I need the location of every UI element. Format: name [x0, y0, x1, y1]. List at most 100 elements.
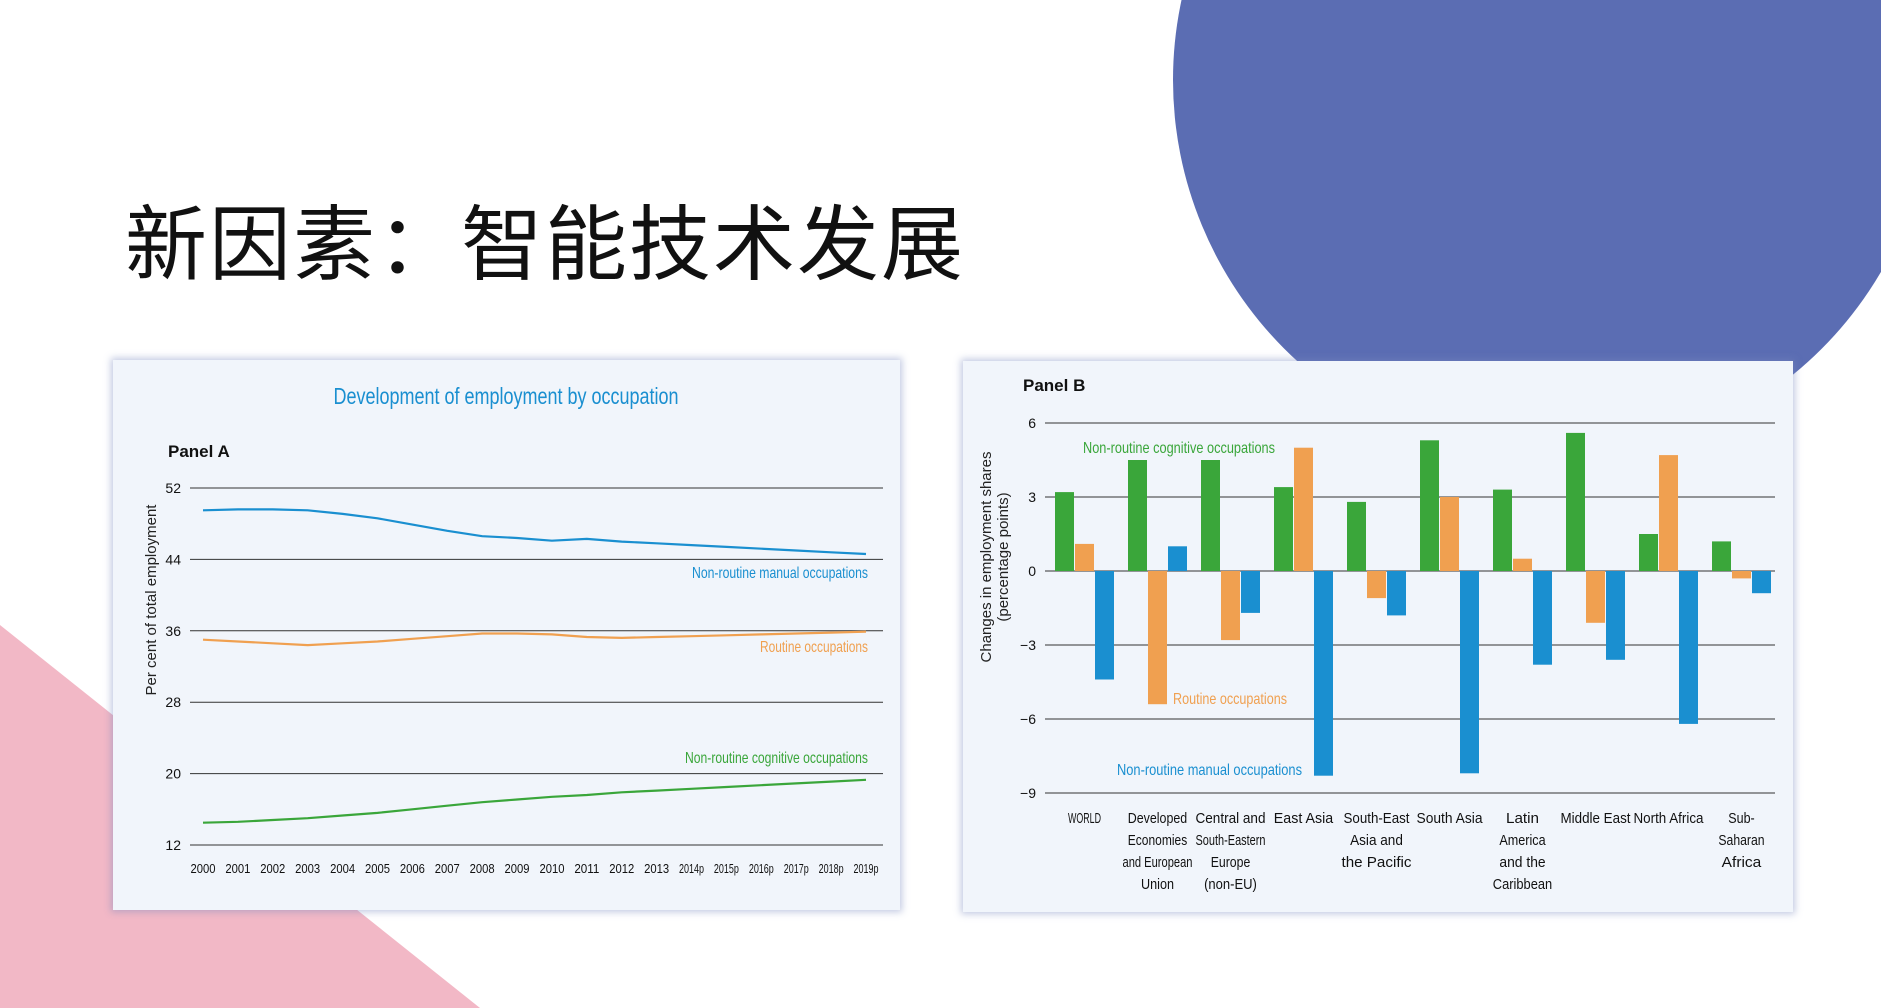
y-tick-label: −9 — [1020, 785, 1036, 801]
x-tick-label: 2007 — [435, 861, 460, 876]
category-label: Latin — [1506, 810, 1539, 827]
bar-0-1 — [1128, 460, 1147, 571]
y-tick-label: 3 — [1028, 489, 1036, 505]
category-label: South-East — [1344, 810, 1411, 827]
bar-2-8 — [1679, 571, 1698, 724]
bar-0-2 — [1201, 460, 1220, 571]
category-label: the Pacific — [1342, 854, 1413, 871]
category-label: Saharan — [1718, 832, 1764, 849]
series-label: Non-routine cognitive occupations — [685, 750, 868, 767]
x-tick-label: 2014p — [679, 861, 704, 876]
series-line-1 — [202, 630, 867, 647]
bar-0-7 — [1566, 432, 1585, 571]
x-tick-label: 2005 — [365, 861, 390, 876]
panel-b-chart: Panel B Changes in employment shares (pe… — [963, 361, 1793, 912]
bar-1-7 — [1586, 571, 1605, 623]
y-tick-label: 44 — [165, 551, 181, 567]
bar-0-0 — [1055, 492, 1074, 571]
y-tick-label: 6 — [1028, 415, 1036, 431]
category-label: Economies — [1128, 832, 1187, 849]
panel-a-svg: Development of employment by occupation … — [143, 383, 883, 876]
chart-b-series-labels: Non-routine cognitive occupations Routine… — [1083, 440, 1302, 779]
bar-2-4 — [1387, 571, 1406, 616]
chart-b-category-labels: WORLD Developed Economies and European Union… — [1068, 810, 1765, 893]
y-tick-label: −3 — [1020, 637, 1036, 653]
bar-2-0 — [1095, 571, 1114, 680]
bar-1-0 — [1075, 543, 1094, 571]
y-tick-label: 52 — [165, 480, 181, 496]
category-label: South-Eastern — [1196, 832, 1266, 849]
category-label: America — [1499, 832, 1546, 849]
bar-0-8 — [1639, 534, 1658, 571]
chart-a-gridlines — [190, 487, 883, 846]
x-tick-label: 2004 — [330, 861, 355, 876]
bar-2-2 — [1241, 571, 1260, 613]
x-tick-label: 2012 — [609, 861, 634, 876]
series-label: Non-routine manual occupations — [1117, 762, 1302, 779]
chart-b-ylabel-units: (percentage points) — [995, 492, 1012, 621]
category-label: (non-EU) — [1204, 876, 1257, 893]
x-tick-label: 2008 — [470, 861, 495, 876]
chart-a-y-ticks: 12 20 28 36 44 52 — [165, 480, 181, 853]
bar-1-6 — [1513, 558, 1532, 571]
chart-a-title: Development of employment by occupation — [334, 383, 679, 409]
bar-2-3 — [1314, 571, 1333, 776]
x-tick-label: 2001 — [225, 861, 250, 876]
category-label: Developed — [1128, 810, 1187, 827]
x-tick-label: 2006 — [400, 861, 425, 876]
category-label: Central and — [1196, 810, 1266, 827]
chart-b-ylabel: Changes in employment shares — [978, 452, 995, 663]
category-label: Sub- — [1728, 810, 1754, 827]
bar-1-4 — [1367, 571, 1386, 599]
chart-a-x-ticks: 2000 2001 2002 2003 2004 2005 2006 2007 2008 2009… — [191, 861, 879, 876]
decorative-circle — [1173, 0, 1881, 460]
y-tick-label: 0 — [1028, 563, 1036, 579]
x-tick-label: 2015p — [714, 861, 739, 876]
category-label: and the — [1499, 854, 1545, 871]
category-label: Asia and — [1350, 832, 1403, 849]
bar-2-9 — [1752, 571, 1771, 594]
x-tick-label: 2000 — [191, 861, 216, 876]
category-label: South Asia — [1417, 810, 1484, 827]
category-label: North Africa — [1634, 810, 1705, 827]
x-tick-label: 2019p — [854, 861, 879, 876]
bar-1-8 — [1659, 455, 1678, 571]
bar-1-9 — [1732, 571, 1751, 579]
category-label: Middle East — [1561, 810, 1632, 827]
series-line-2 — [202, 778, 867, 824]
category-label: Africa — [1722, 854, 1762, 871]
category-label: Europe — [1211, 854, 1251, 871]
x-tick-label: 2013 — [644, 861, 669, 876]
chart-a-ylabel: Per cent of total employment — [143, 504, 160, 696]
chart-a-series — [202, 508, 867, 824]
series-line-0 — [202, 508, 867, 556]
bar-0-4 — [1347, 501, 1366, 571]
series-label: Routine occupations — [1173, 691, 1287, 708]
chart-b-bars — [1055, 432, 1771, 776]
bar-2-1 — [1168, 546, 1187, 571]
category-label: WORLD — [1068, 810, 1101, 827]
x-tick-label: 2016p — [749, 861, 774, 876]
x-tick-label: 2002 — [260, 861, 285, 876]
bar-1-1 — [1148, 571, 1167, 705]
x-tick-label: 2010 — [539, 861, 564, 876]
x-tick-label: 2003 — [295, 861, 320, 876]
chart-a-panel-label: Panel A — [168, 442, 230, 461]
category-label: and European — [1123, 854, 1193, 871]
bar-1-3 — [1294, 447, 1313, 571]
bar-2-7 — [1606, 571, 1625, 660]
bar-1-5 — [1440, 497, 1459, 571]
y-tick-label: 36 — [165, 623, 181, 639]
category-label: East Asia — [1274, 810, 1334, 827]
bar-1-2 — [1221, 571, 1240, 641]
series-label: Routine occupations — [760, 639, 868, 656]
slide-title: 新因素：智能技术发展 — [125, 198, 966, 293]
y-tick-label: 12 — [165, 837, 181, 853]
x-tick-label: 2009 — [505, 861, 530, 876]
bar-0-3 — [1274, 487, 1293, 571]
bar-2-5 — [1460, 571, 1479, 774]
x-tick-label: 2017p — [784, 861, 809, 876]
panel-a-chart: Development of employment by occupation … — [113, 360, 900, 910]
category-label: Union — [1141, 876, 1174, 893]
category-label: Caribbean — [1493, 876, 1552, 893]
